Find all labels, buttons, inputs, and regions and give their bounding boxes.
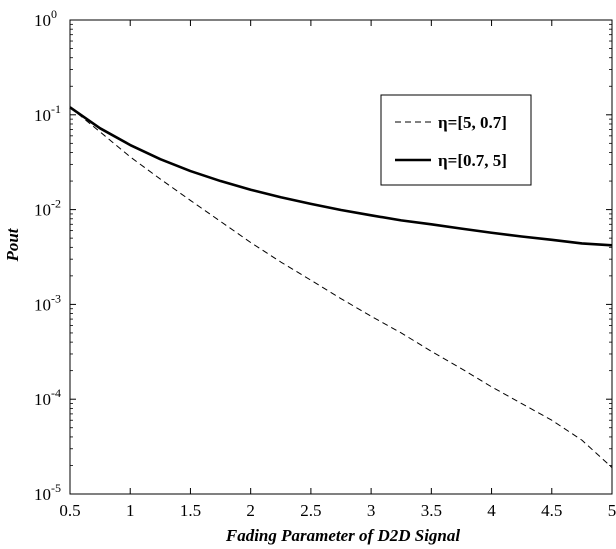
x-tick-label: 4.5 [541, 501, 562, 520]
y-tick-exponent: -5 [51, 481, 61, 495]
legend-box [380, 94, 532, 186]
x-tick-label: 1 [126, 501, 135, 520]
x-tick-label: 3 [367, 501, 376, 520]
y-tick-label: 10 [34, 106, 51, 125]
plot-frame [69, 19, 613, 495]
series-layer [69, 106, 613, 468]
legend-entry-label: η=[0.7, 5] [438, 151, 507, 170]
x-axis-label: Fading Parameter of D2D Signal [225, 526, 461, 545]
axes-layer: 0.5 1 1.5 2 2.5 3 3.5 4 4.5 510-510-410-310-210-1… [34, 7, 616, 520]
x-tick-label: 4 [487, 501, 496, 520]
series-line-dashed [69, 106, 613, 468]
y-axis-label: Pout [3, 227, 22, 262]
x-tick-label: 0.5 [59, 501, 80, 520]
y-tick-label: 10 [34, 295, 51, 314]
y-tick-label: 10 [34, 201, 51, 220]
x-tick-label: 1.5 [180, 501, 201, 520]
x-tick-label: 5 [608, 501, 616, 520]
y-tick-exponent: -1 [51, 102, 61, 116]
y-tick-label: 10 [34, 485, 51, 504]
series-line-solid [69, 106, 613, 247]
y-tick-exponent: -4 [51, 386, 61, 400]
y-tick-exponent: 0 [51, 7, 57, 21]
y-tick-label: 10 [34, 390, 51, 409]
y-tick-label: 10 [34, 11, 51, 30]
legend-entry-label: η=[5, 0.7] [438, 113, 507, 132]
y-tick-exponent: -2 [51, 197, 61, 211]
x-tick-label: 2 [246, 501, 255, 520]
x-tick-label: 3.5 [421, 501, 442, 520]
y-tick-exponent: -3 [51, 291, 61, 305]
legend: η=[5, 0.7] η=[0.7, 5] [380, 94, 532, 186]
x-tick-label: 2.5 [300, 501, 321, 520]
